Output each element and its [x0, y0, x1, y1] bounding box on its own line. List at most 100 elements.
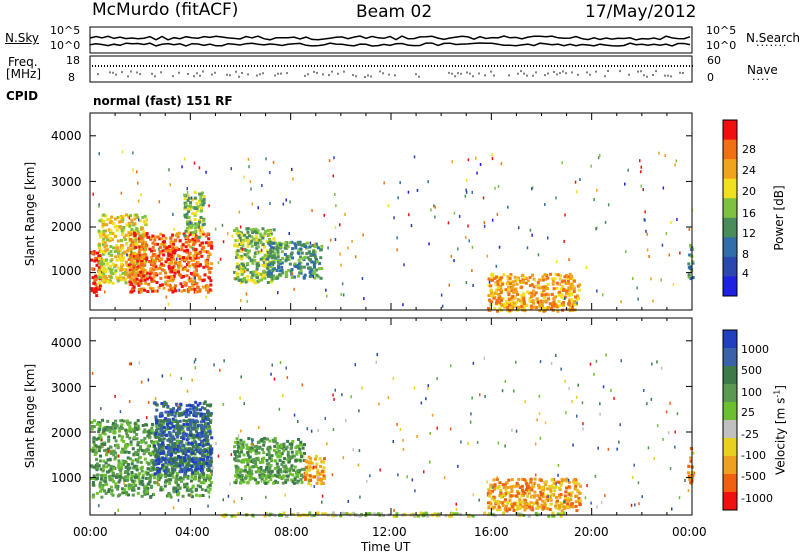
velocity-echo: [235, 455, 239, 459]
velocity-echo: [105, 465, 109, 469]
power-echo: [132, 274, 136, 278]
power-echo: [108, 254, 112, 258]
power-echo: [542, 296, 546, 300]
velocity-echo: [129, 443, 133, 446]
velocity-echo: [316, 473, 320, 477]
velocity-echo: [265, 462, 269, 466]
power-echo: [140, 256, 144, 260]
velocity-echo: [193, 423, 197, 427]
velocity-echo: [189, 423, 193, 427]
power-echo: [509, 273, 513, 277]
power-echo: [201, 203, 205, 207]
power-speckle: [491, 157, 494, 161]
power-speckle: [640, 184, 642, 188]
velocity-echo: [131, 447, 135, 451]
power-speckle: [500, 162, 503, 166]
power-echo: [297, 251, 301, 255]
power-echo: [271, 269, 275, 273]
velocity-speckle: [661, 366, 663, 370]
power-echo: [236, 238, 240, 242]
velocity-echo: [250, 472, 254, 476]
power-echo: [125, 223, 129, 227]
power-echo: [270, 275, 273, 279]
power-echo: [568, 300, 572, 304]
power-speckle: [312, 275, 314, 279]
power-echo: [250, 244, 254, 248]
velocity-echo: [127, 429, 131, 433]
velocity-echo: [177, 431, 181, 435]
velocity-echo: [339, 514, 343, 518]
velocity-echo: [197, 458, 200, 462]
velocity-echo: [126, 419, 129, 423]
velocity-echo: [489, 502, 493, 506]
power-echo: [150, 249, 154, 253]
power-echo: [134, 213, 138, 217]
power-echo: [127, 234, 131, 238]
velocity-speckle: [306, 427, 308, 431]
power-speckle: [624, 182, 626, 186]
power-speckle: [674, 163, 676, 167]
velocity-echo: [265, 453, 269, 457]
velocity-echo: [556, 512, 560, 516]
velocity-speckle: [177, 404, 179, 408]
velocity-echo: [92, 477, 96, 481]
power-echo: [193, 254, 197, 258]
velocity-speckle: [117, 508, 119, 512]
power-echo: [124, 252, 128, 256]
velocity-echo: [264, 467, 268, 471]
velocity-echo: [198, 443, 202, 446]
power-echo: [262, 269, 266, 273]
velocity-echo: [245, 443, 249, 447]
power-echo: [185, 274, 189, 278]
power-speckle: [242, 255, 244, 259]
velocity-echo: [519, 506, 522, 510]
velocity-echo: [194, 472, 197, 476]
power-echo: [566, 275, 570, 279]
velocity-echo: [99, 454, 102, 458]
velocity-echo: [258, 461, 262, 464]
velocity-echo: [270, 454, 274, 458]
velocity-echo: [190, 490, 194, 494]
velocity-echo: [190, 447, 194, 451]
velocity-echo: [280, 452, 284, 456]
power-echo: [139, 282, 143, 285]
velocity-speckle: [483, 356, 486, 360]
power-echo: [167, 258, 171, 262]
velocity-speckle: [568, 387, 570, 390]
velocity-speckle: [230, 453, 233, 457]
velocity-echo: [110, 477, 114, 481]
power-echo: [561, 279, 565, 283]
velocity-echo: [170, 453, 174, 457]
velocity-speckle: [402, 438, 404, 442]
velocity-speckle: [589, 362, 592, 366]
power-echo: [234, 255, 238, 259]
velocity-echo: [521, 477, 525, 481]
velocity-echo: [147, 467, 150, 471]
power-echo: [195, 224, 199, 228]
velocity-echo: [691, 451, 695, 455]
velocity-echo: [118, 493, 122, 497]
velocity-echo: [160, 414, 164, 418]
velocity-echo: [261, 447, 265, 451]
power-echo: [184, 229, 188, 233]
power-echo: [129, 214, 132, 218]
power-echo: [288, 262, 292, 266]
power-echo: [529, 304, 533, 308]
velocity-echo: [209, 403, 213, 407]
power-speckle: [167, 302, 170, 306]
power-echo: [309, 273, 313, 277]
power-echo: [125, 271, 129, 275]
power-echo: [159, 232, 163, 236]
velocity-echo: [209, 413, 213, 417]
power-echo: [568, 272, 572, 276]
velocity-echo: [116, 484, 120, 488]
velocity-echo: [250, 465, 254, 469]
velocity-echo: [504, 492, 508, 496]
power-echo: [134, 245, 138, 249]
velocity-echo: [281, 481, 285, 485]
power-echo: [99, 262, 103, 266]
velocity-speckle: [194, 358, 197, 361]
velocity-echo: [512, 502, 516, 506]
power-echo: [186, 263, 189, 266]
velocity-echo: [345, 512, 349, 516]
